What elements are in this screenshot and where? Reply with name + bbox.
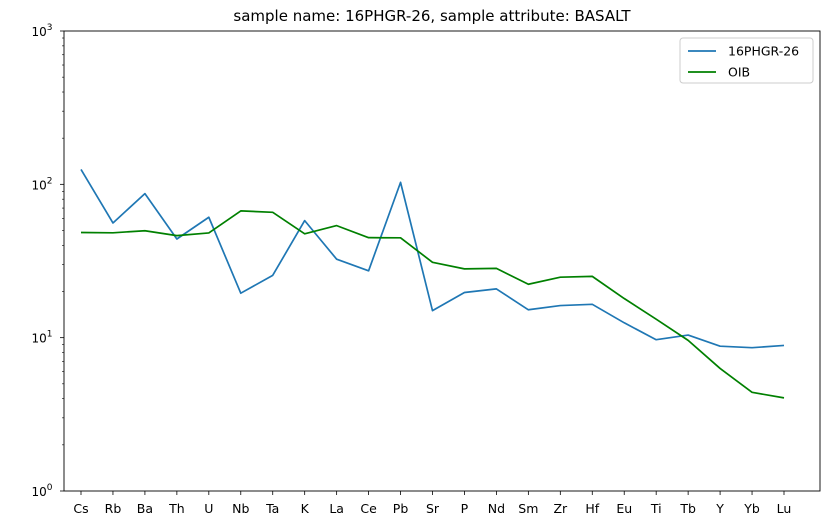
legend-label: 16PHGR-26 [728,44,799,59]
chart-title: sample name: 16PHGR-26, sample attribute… [233,7,631,25]
x-tick-label-nb: Nb [232,501,249,516]
x-tick-label-zr: Zr [553,501,568,516]
x-tick-label-tb: Tb [679,501,696,516]
x-tick-label-ce: Ce [360,501,377,516]
y-tick-label: 100 [31,483,52,499]
series-line-oib [80,210,785,399]
x-tick-label-y: Y [715,501,724,516]
x-tick-label-k: K [301,501,310,516]
x-tick-label-hf: Hf [585,501,599,516]
x-tick-label-sm: Sm [518,501,538,516]
x-tick-label-rb: Rb [105,501,122,516]
x-tick-label-p: P [461,501,469,516]
x-tick-label-ti: Ti [650,501,662,516]
x-tick-label-yb: Yb [743,501,760,516]
x-tick-label-pb: Pb [393,501,409,516]
x-tick-label-la: La [329,501,344,516]
series-line-16phgr-26 [80,169,785,349]
x-tick-label-sr: Sr [426,501,440,516]
x-tick-label-th: Th [168,501,185,516]
x-tick-label-ta: Ta [265,501,279,516]
legend-label: OIB [728,65,750,80]
y-tick-label: 102 [31,176,52,192]
x-tick-label-lu: Lu [777,501,792,516]
plot-frame [63,30,821,492]
x-tick-label-nd: Nd [488,501,505,516]
x-tick-label-ba: Ba [137,501,153,516]
x-tick-label-u: U [204,501,213,516]
x-tick-label-eu: Eu [616,501,632,516]
x-tick-label-cs: Cs [73,501,88,516]
y-tick-label: 101 [31,330,52,346]
y-tick-label: 103 [31,23,52,39]
